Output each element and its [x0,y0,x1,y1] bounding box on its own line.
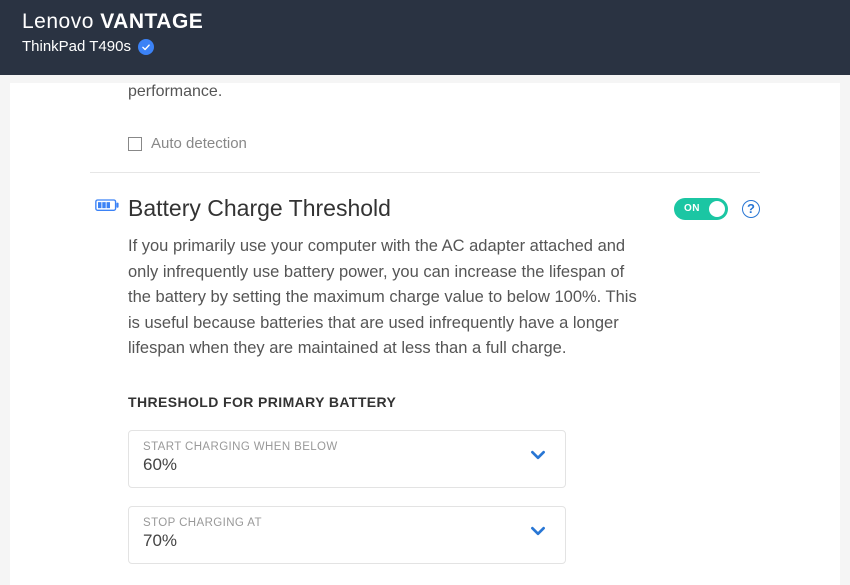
start-charging-label: START CHARGING WHEN BELOW [143,441,338,453]
chevron-down-icon [529,446,547,469]
content-panel: performance. Auto detection Battery Char… [10,83,840,585]
auto-detection-row[interactable]: Auto detection [10,121,840,172]
toggle-on-label: ON [684,203,700,214]
primary-battery-heading: THRESHOLD FOR PRIMARY BATTERY [128,394,760,410]
section-title: Battery Charge Threshold [128,195,391,222]
checkbox-icon[interactable] [128,137,142,151]
threshold-toggle[interactable]: ON [674,198,728,220]
section-header-row: Battery Charge Threshold ON ? [95,195,760,222]
battery-icon [95,199,119,218]
start-charging-dropdown[interactable]: START CHARGING WHEN BELOW 60% [128,430,566,488]
section-controls: ON ? [674,198,760,220]
prev-section-trailing-text: performance. [10,83,840,121]
verified-icon [138,39,154,55]
battery-threshold-section: Battery Charge Threshold ON ? If you pri… [10,173,840,564]
model-name: ThinkPad T490s [22,38,131,55]
auto-detection-label: Auto detection [151,135,247,152]
toggle-knob [709,201,725,217]
stop-charging-value: 70% [143,531,262,551]
brand-title: Lenovo VANTAGE [22,10,828,34]
stop-charging-label: STOP CHARGING AT [143,517,262,529]
section-description: If you primarily use your computer with … [128,234,640,362]
brand-light: Lenovo [22,10,100,33]
model-row: ThinkPad T490s [22,38,828,55]
start-charging-value: 60% [143,455,338,475]
brand-bold: VANTAGE [100,10,203,33]
chevron-down-icon [529,522,547,545]
help-icon[interactable]: ? [742,200,760,218]
app-header: Lenovo VANTAGE ThinkPad T490s [0,0,850,75]
stop-charging-dropdown[interactable]: STOP CHARGING AT 70% [128,506,566,564]
